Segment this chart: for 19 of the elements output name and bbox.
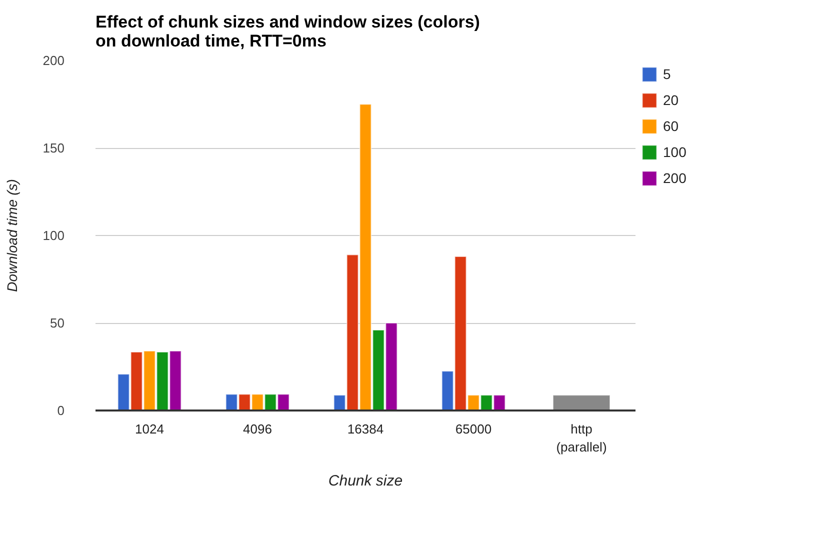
x-tick-label: 4096 bbox=[243, 422, 272, 436]
y-tick-label: 200 bbox=[42, 53, 65, 68]
y-tick-label: 150 bbox=[42, 140, 65, 156]
legend-label: 5 bbox=[663, 66, 672, 82]
y-axis-title: Download time (s) bbox=[4, 179, 20, 292]
y-tick-label: 50 bbox=[50, 316, 65, 330]
x-axis-title: Chunk size bbox=[328, 472, 403, 490]
x-tick-label: 65000 bbox=[455, 422, 492, 436]
bar bbox=[552, 394, 611, 410]
y-tick-label: 0 bbox=[57, 403, 65, 418]
legend-label: 200 bbox=[663, 170, 686, 186]
legend-label: 100 bbox=[663, 144, 686, 160]
legend-label: 60 bbox=[663, 118, 680, 134]
chart-title: Effect of chunk sizes and window sizes (colors) on download time, RTT=0ms bbox=[96, 12, 480, 50]
legend-label: 20 bbox=[663, 92, 680, 108]
x-tick-label: 16384 bbox=[347, 422, 384, 436]
y-tick-label: 100 bbox=[42, 228, 65, 243]
x-tick-label: 1024 bbox=[135, 422, 164, 436]
x-tick-label: http (parallel) bbox=[556, 422, 607, 454]
